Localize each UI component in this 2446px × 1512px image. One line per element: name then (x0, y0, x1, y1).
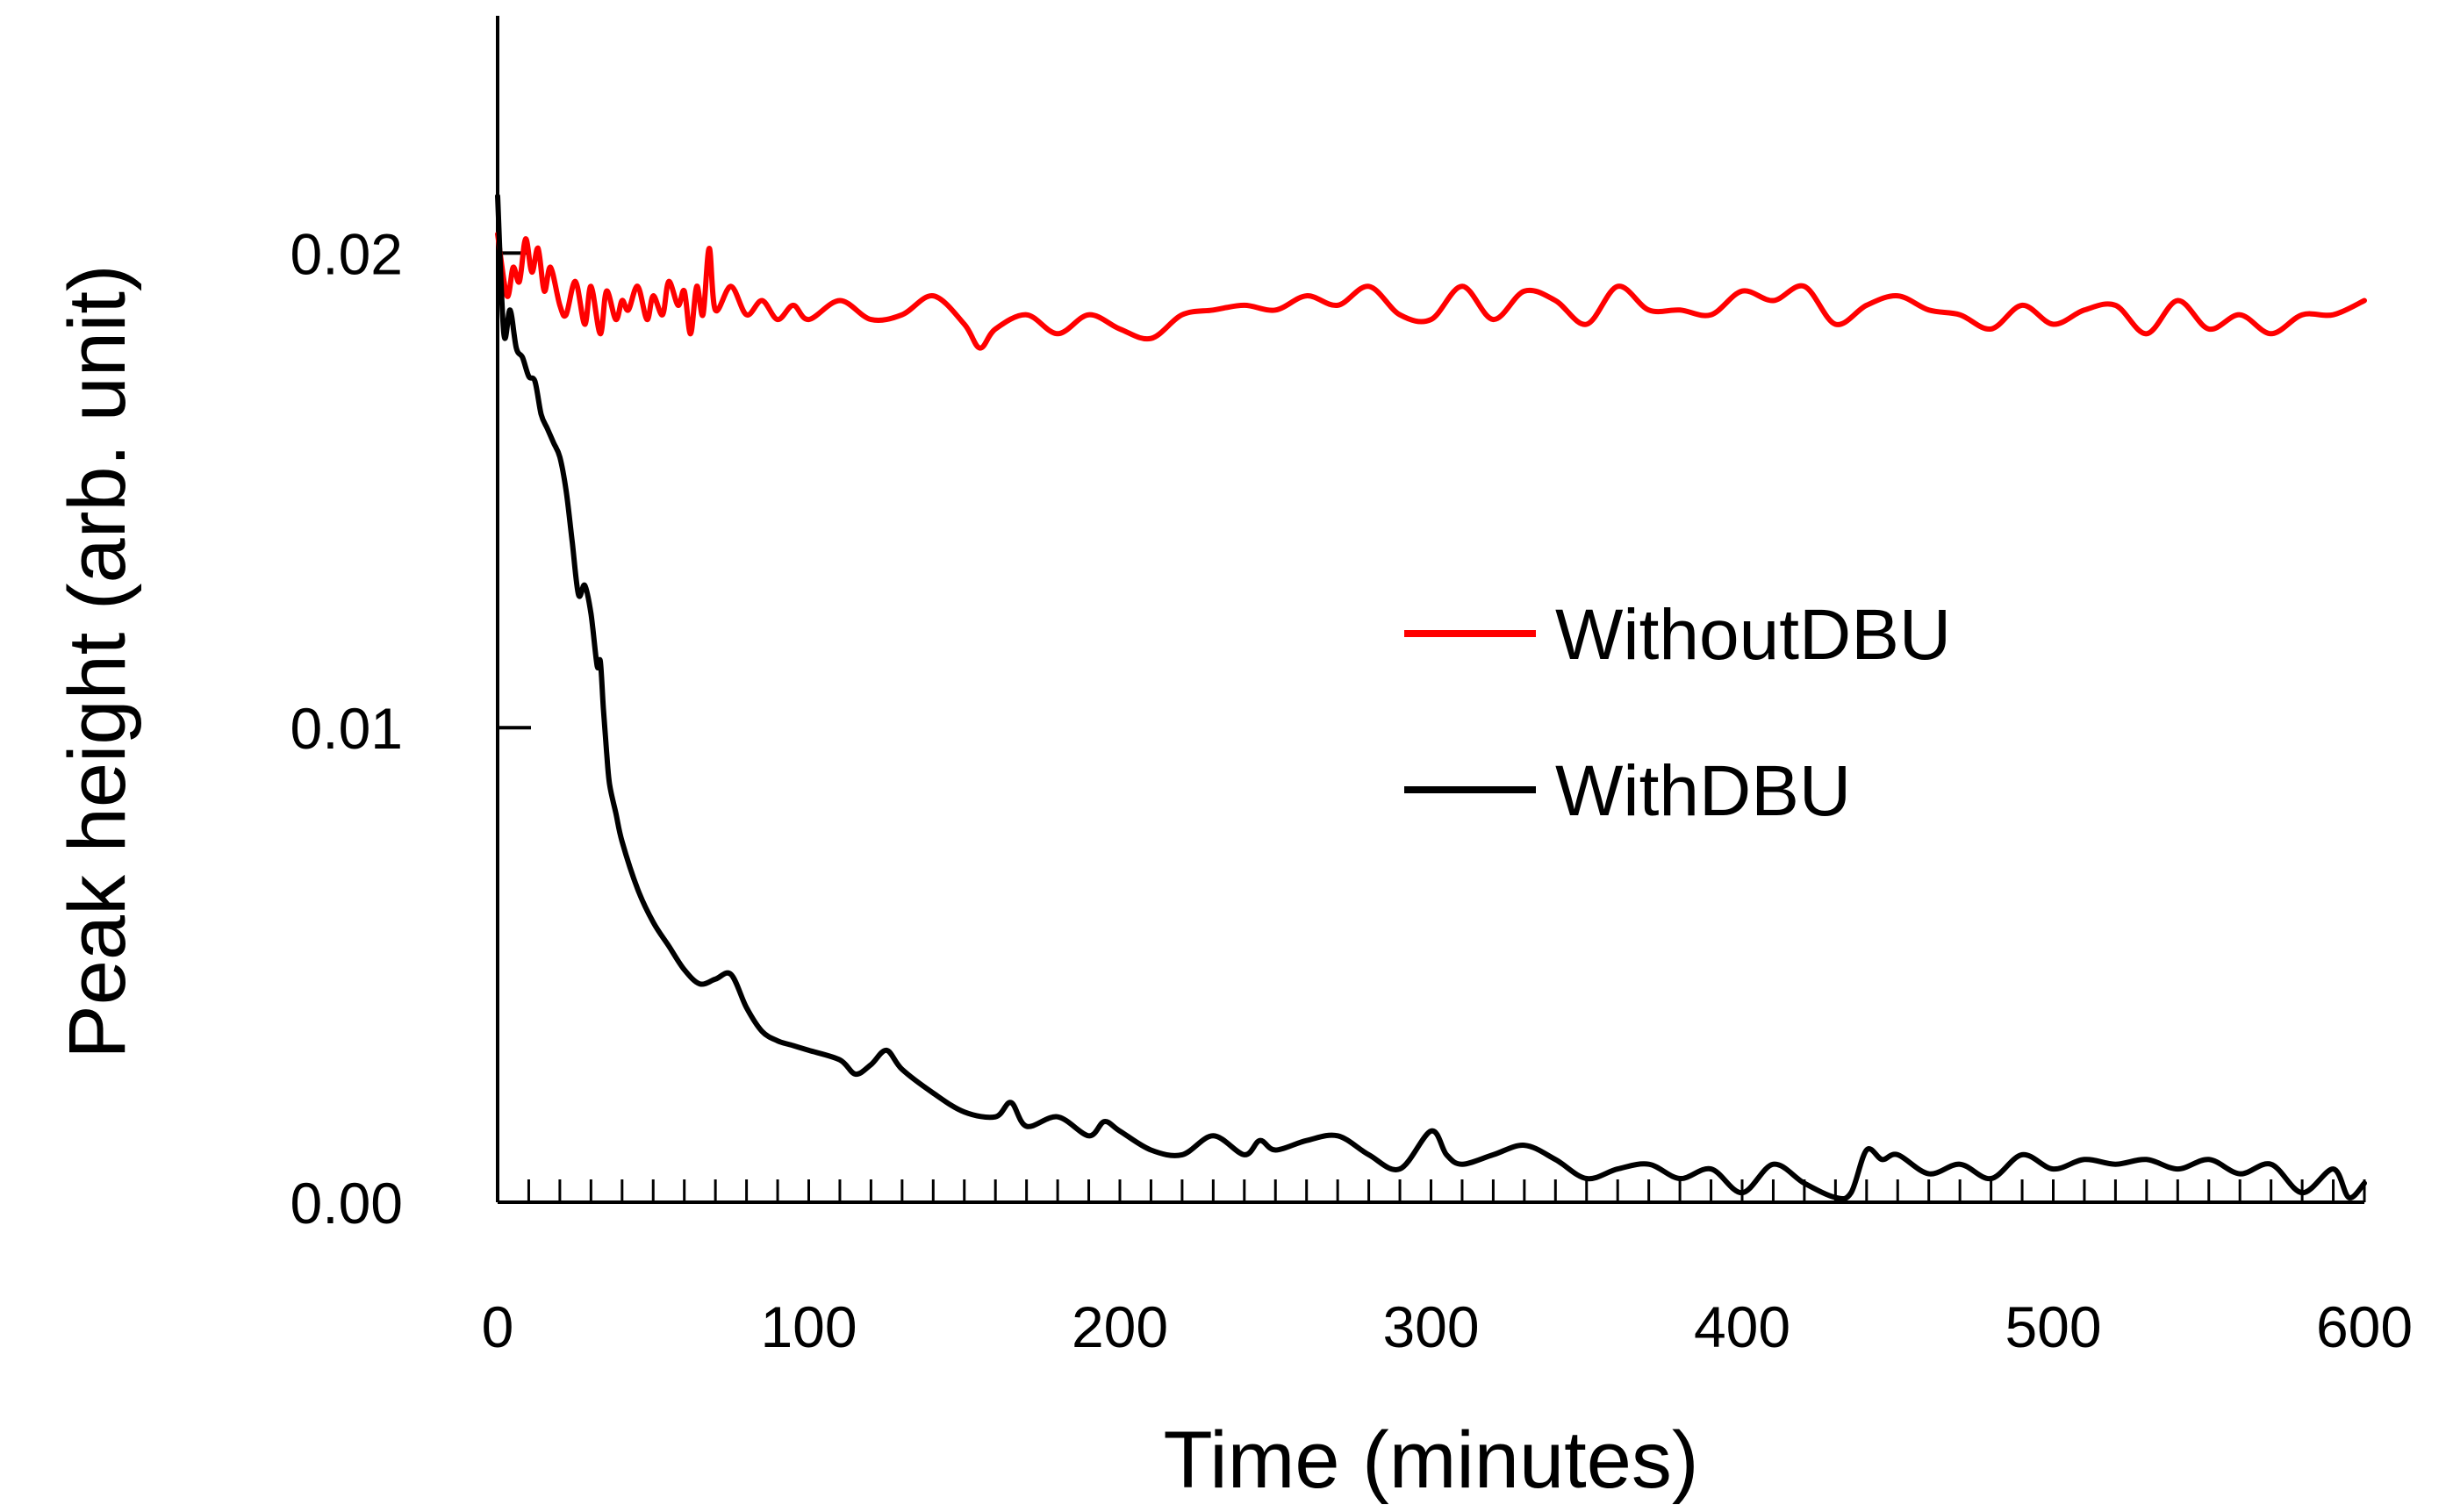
x-tick-label: 400 (1694, 1294, 1790, 1359)
legend: WithoutDBU WithDBU (1404, 595, 1951, 831)
series-line-withdbu (495, 193, 2367, 1202)
legend-label-withoutdbu: WithoutDBU (1555, 595, 1951, 675)
y-tick-label: 0.01 (291, 696, 403, 761)
series-layer (495, 193, 2367, 1202)
x-tick-label: 300 (1382, 1294, 1479, 1359)
x-tick-label: 0 (482, 1294, 514, 1359)
x-tick-label: 200 (1072, 1294, 1168, 1359)
series-line-withoutdbu (495, 231, 2367, 351)
x-tick-label: 100 (760, 1294, 857, 1359)
y-ticks: 0.00 0.01 0.02 (291, 221, 531, 1236)
x-axis-title: Time (minutes) (1164, 1415, 1699, 1505)
y-tick-label: 0.00 (291, 1171, 403, 1236)
x-ticks: 0 100 200 300 400 500 600 (482, 1179, 2413, 1359)
y-axis-title: Peak height (arb. unit) (53, 264, 142, 1058)
legend-label-withdbu: WithDBU (1555, 751, 1851, 831)
axes: 0 100 200 300 400 500 600 0.00 0.01 0.02 (291, 16, 2413, 1359)
x-tick-label: 500 (2005, 1294, 2101, 1359)
y-tick-label: 0.02 (291, 221, 403, 286)
x-tick-label: 600 (2316, 1294, 2413, 1359)
